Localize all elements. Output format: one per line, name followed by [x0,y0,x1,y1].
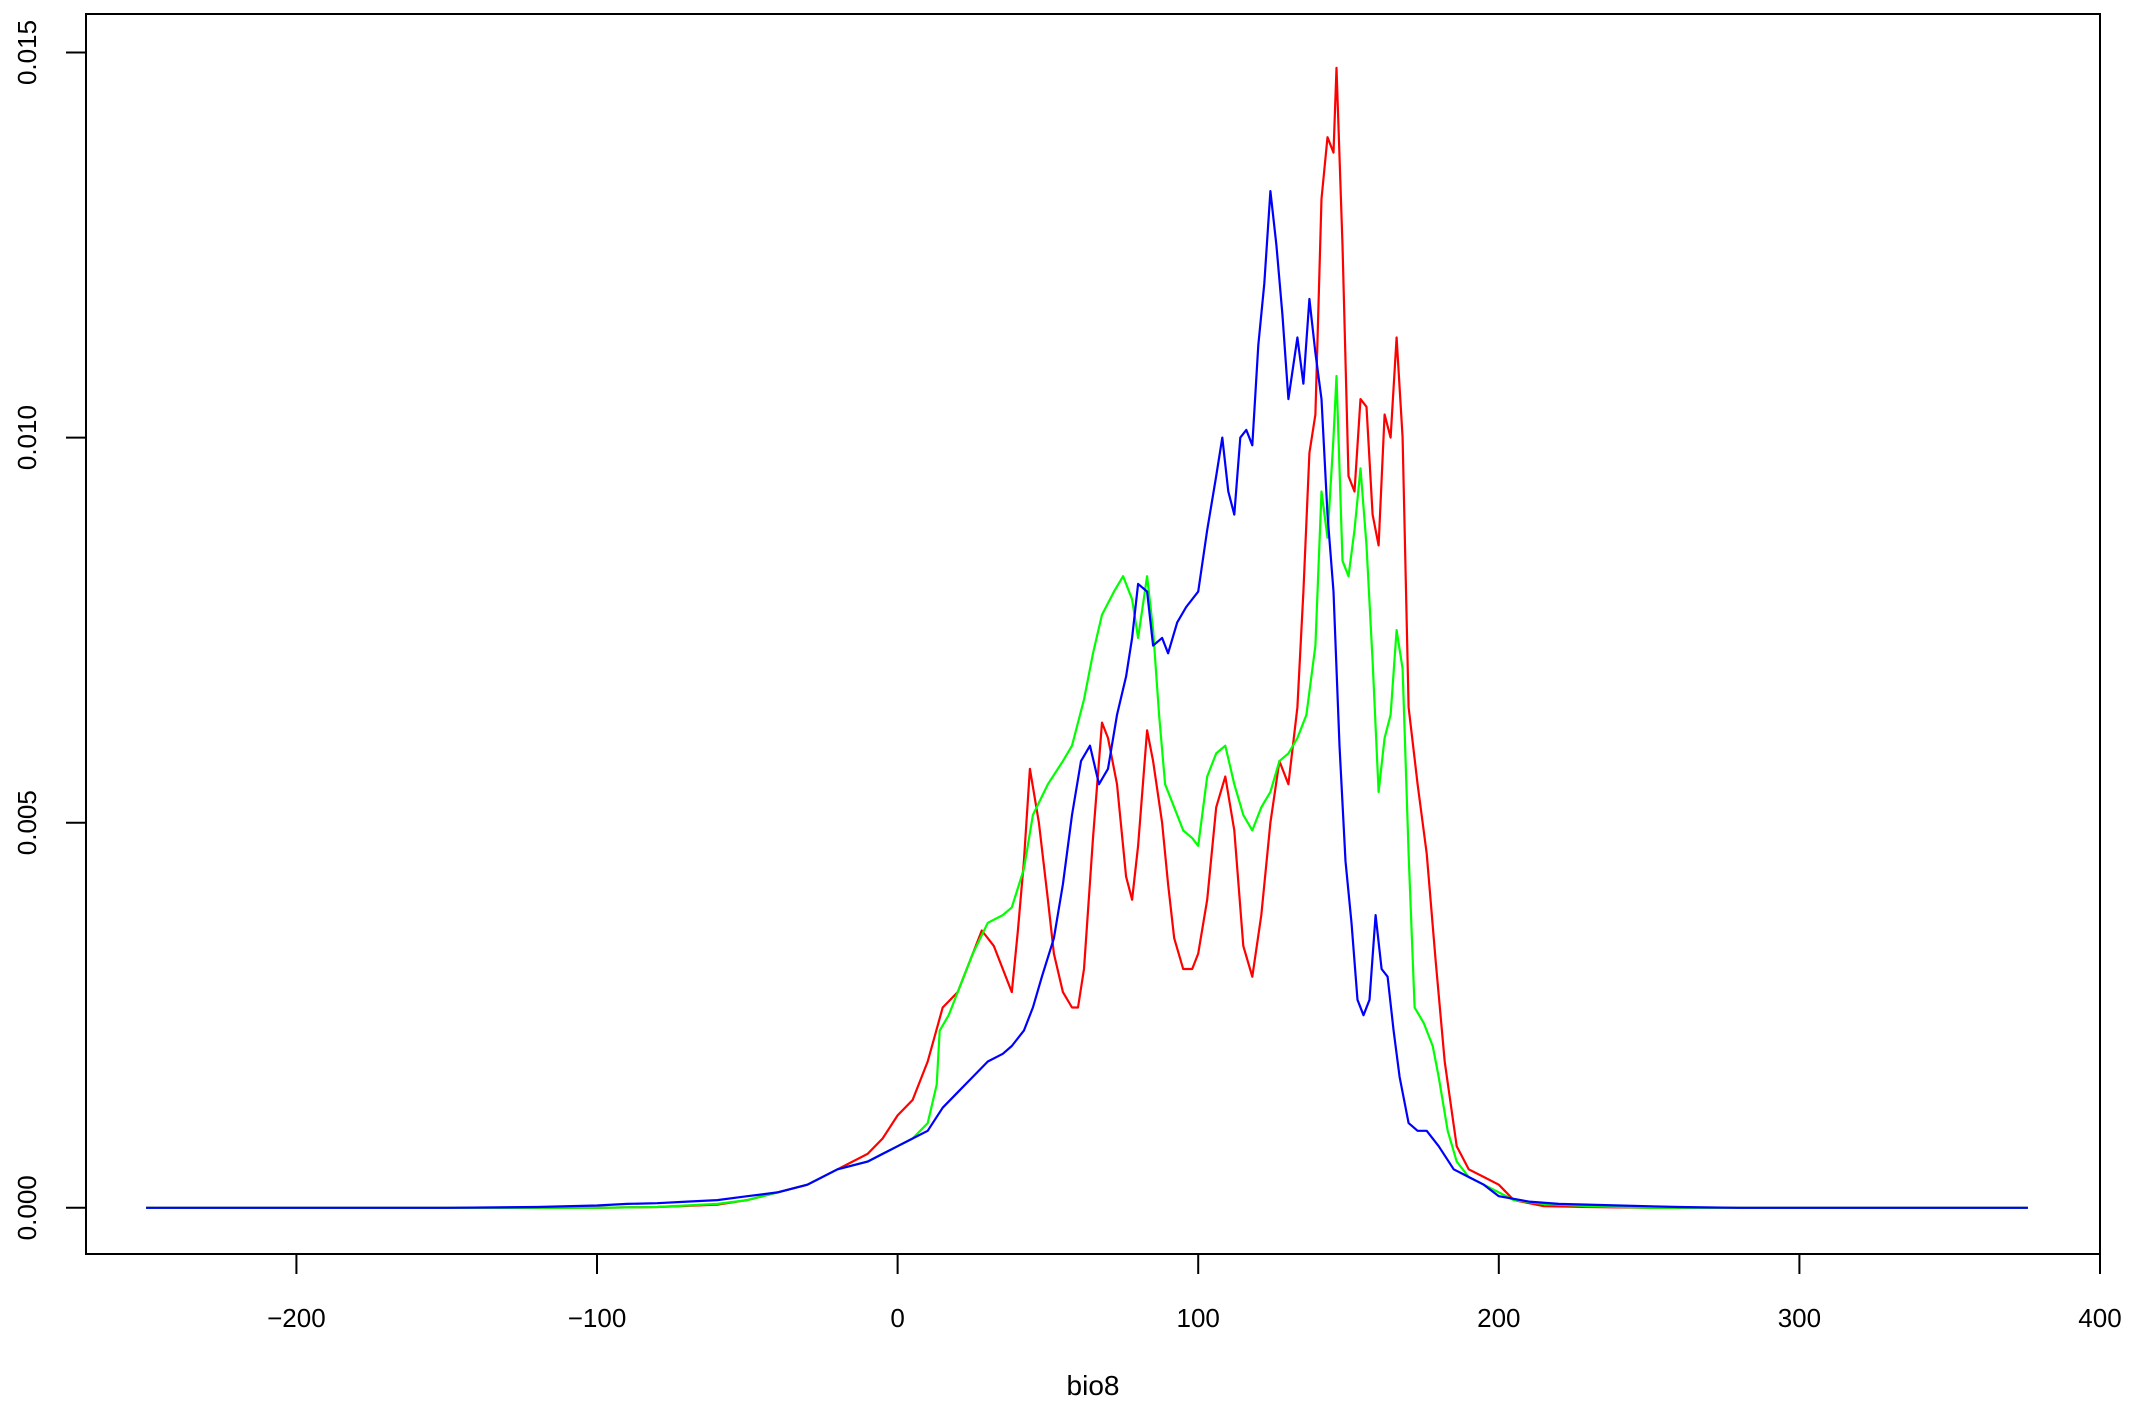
x-tick-label: 300 [1778,1303,1821,1333]
y-tick-label: 0.000 [12,1175,42,1240]
series-layer [146,66,2028,1209]
y-tick-label: 0.005 [12,790,42,855]
x-axis: −200 −100 0 100 200 300 400 [267,1253,2122,1333]
x-tick-label: 100 [1177,1303,1220,1333]
x-tick-label: 200 [1477,1303,1520,1333]
x-tick-label: 0 [890,1303,904,1333]
y-tick-label: 0.015 [12,20,42,85]
x-tick-label: −200 [267,1303,326,1333]
x-axis-title: bio8 [1067,1370,1120,1401]
series-line-1 [146,66,2028,1209]
series-line-2 [146,374,2028,1209]
x-tick-label: −100 [568,1303,627,1333]
y-axis: 0.000 0.005 0.010 0.015 [12,20,87,1240]
y-tick-label: 0.010 [12,405,42,470]
x-tick-label: 400 [2078,1303,2121,1333]
series-line-3 [146,190,2028,1209]
